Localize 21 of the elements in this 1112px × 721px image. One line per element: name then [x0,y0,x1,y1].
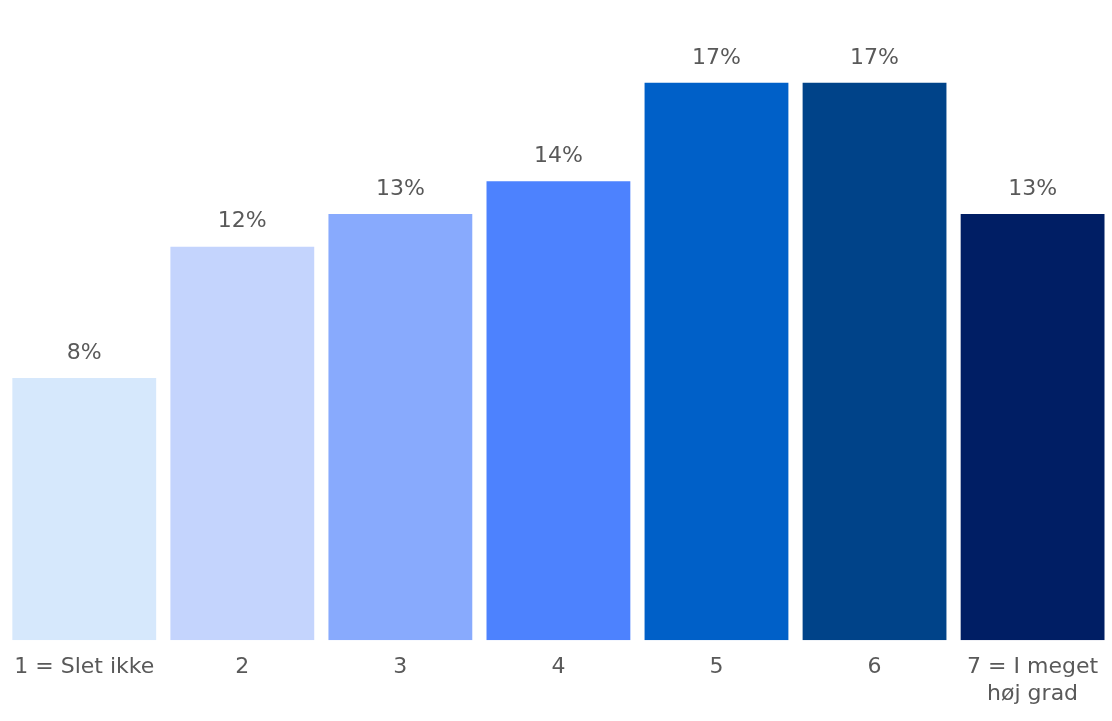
bar [328,213,473,641]
x-tick-label: 1 = Slet ikke [14,653,155,679]
bar [644,82,789,641]
bar [486,181,631,641]
data-label: 8% [66,338,102,364]
x-tick-label: 7 = I meget høj grad [967,653,1099,705]
x-tick-label: 5 [709,653,724,679]
data-label: 13% [375,174,425,200]
x-tick-label: 4 [551,653,566,679]
bar [960,213,1105,641]
x-tick-label: 3 [393,653,408,679]
bar [12,377,157,641]
bar [170,246,315,641]
data-label: 17% [692,43,741,69]
x-tick-label: 2 [235,653,250,679]
data-label: 14% [533,141,583,167]
data-label: 12% [217,207,267,233]
x-tick-label: 6 [867,653,882,679]
bar [802,82,947,641]
data-label: 13% [1008,174,1058,200]
data-label: 17% [850,43,899,69]
